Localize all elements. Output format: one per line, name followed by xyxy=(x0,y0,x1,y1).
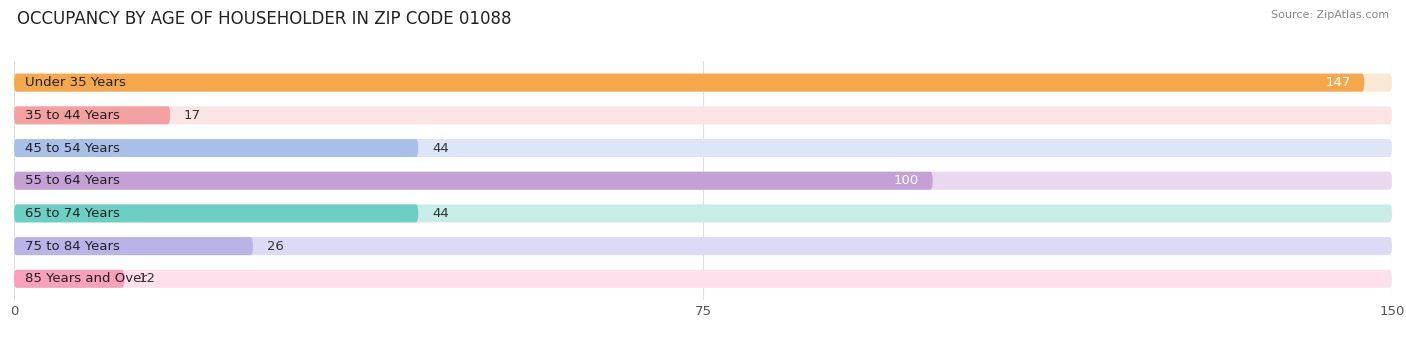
Text: 35 to 44 Years: 35 to 44 Years xyxy=(25,109,120,122)
Text: 26: 26 xyxy=(267,240,284,253)
FancyBboxPatch shape xyxy=(14,106,170,124)
FancyBboxPatch shape xyxy=(14,270,124,288)
Text: 17: 17 xyxy=(184,109,201,122)
Text: 45 to 54 Years: 45 to 54 Years xyxy=(25,142,120,154)
Text: 85 Years and Over: 85 Years and Over xyxy=(25,272,148,285)
FancyBboxPatch shape xyxy=(14,139,1392,157)
FancyBboxPatch shape xyxy=(14,205,1392,222)
Text: 12: 12 xyxy=(138,272,155,285)
Text: 44: 44 xyxy=(432,142,449,154)
Text: 75 to 84 Years: 75 to 84 Years xyxy=(25,240,120,253)
Text: 147: 147 xyxy=(1326,76,1351,89)
FancyBboxPatch shape xyxy=(14,237,1392,255)
FancyBboxPatch shape xyxy=(14,237,253,255)
Text: 100: 100 xyxy=(894,174,920,187)
Text: 44: 44 xyxy=(432,207,449,220)
FancyBboxPatch shape xyxy=(14,139,418,157)
Text: 55 to 64 Years: 55 to 64 Years xyxy=(25,174,120,187)
Text: OCCUPANCY BY AGE OF HOUSEHOLDER IN ZIP CODE 01088: OCCUPANCY BY AGE OF HOUSEHOLDER IN ZIP C… xyxy=(17,10,512,28)
FancyBboxPatch shape xyxy=(14,74,1364,92)
FancyBboxPatch shape xyxy=(14,270,1392,288)
Text: 65 to 74 Years: 65 to 74 Years xyxy=(25,207,120,220)
Text: Source: ZipAtlas.com: Source: ZipAtlas.com xyxy=(1271,10,1389,20)
FancyBboxPatch shape xyxy=(14,74,1392,92)
FancyBboxPatch shape xyxy=(14,106,1392,124)
FancyBboxPatch shape xyxy=(14,172,932,190)
FancyBboxPatch shape xyxy=(14,205,418,222)
Text: Under 35 Years: Under 35 Years xyxy=(25,76,127,89)
FancyBboxPatch shape xyxy=(14,172,1392,190)
